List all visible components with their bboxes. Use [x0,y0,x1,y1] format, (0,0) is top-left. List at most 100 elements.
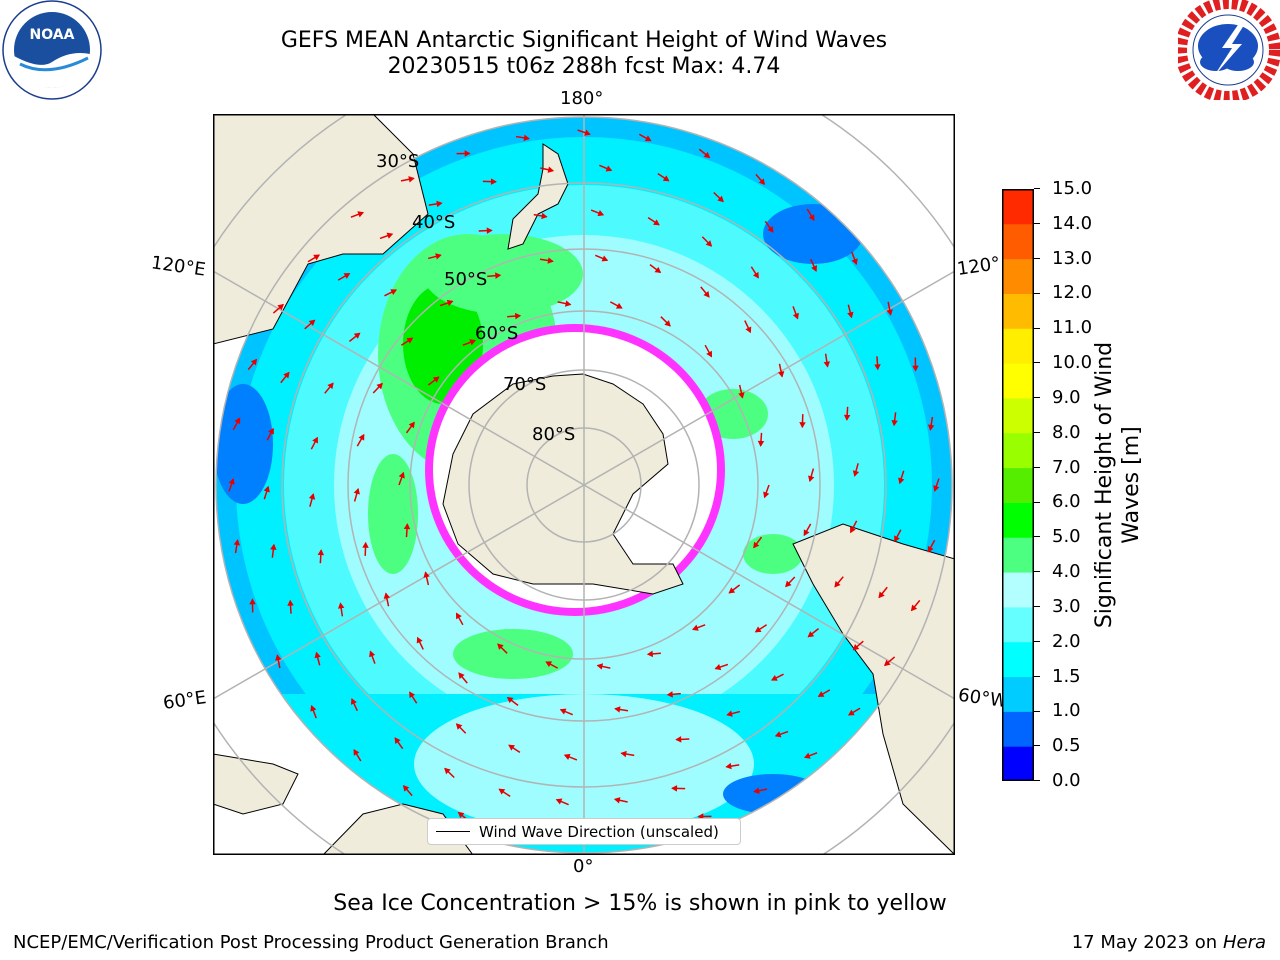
wind-arrow-head [785,580,792,588]
colorbar-tick-label: 8.0 [1052,421,1081,443]
colorbar-tick-mark [1034,327,1040,329]
wind-arrow-head [847,709,855,716]
colorbar-block [1002,328,1034,364]
wind-arrow-head [308,319,316,326]
colorbar-tick-label: 11.0 [1052,317,1093,339]
wind-arrow-head [752,271,759,279]
wind-arrow-head [353,748,360,756]
colorbar-tick-mark [1034,571,1040,573]
lat-label-40s: 40°S [412,212,456,233]
colorbar-block [1002,258,1034,294]
colorbar-block [1002,606,1034,643]
wind-arrow-head [811,265,818,272]
national-weather-service-logo-icon [1178,0,1280,100]
colorbar-block [1002,363,1034,399]
colorbar-block [1002,537,1034,573]
wind-arrow-head [350,698,357,705]
footer-branch: NCEP/EMC/Verification Post Processing Pr… [13,932,609,953]
colorbar-tick-label: 7.0 [1052,456,1081,478]
colorbar-tick-mark [1034,292,1040,294]
wind-arrow-head [406,337,414,344]
wind-arrow-head [613,797,621,804]
wind-arrow-head [671,785,678,792]
chart-title: GEFS MEAN Antarctic Significant Height o… [280,28,888,53]
noaa-logo-icon: NOAA [2,0,102,100]
wind-arrow-head [458,672,465,679]
wind-arrow-head [435,253,442,260]
lat-label-30s: 30°S [376,151,420,172]
wind-arrow-head [486,227,493,234]
wind-arrow-head [850,526,856,534]
wind-arrow-head [432,376,440,383]
wind-arrow-head [792,312,799,320]
wind-arrow-head [563,753,571,760]
graticule [213,114,955,855]
antarctica-land [442,373,684,595]
wind-arrow-head [357,211,365,218]
wind-arrow-head [614,706,621,713]
wind-arrow-head [847,311,854,319]
wind-arrow-head [547,166,555,173]
chart-subtitle: 20230515 t06z 288h fcst Max: 4.74 [387,54,781,79]
wind-arrow-head [725,762,732,770]
colorbar-tick-mark [1034,223,1040,225]
antarctic-wave-height-map [213,114,955,855]
colorbar-block [1002,711,1034,747]
wind-arrow-head [714,663,722,671]
lat-label-70s: 70°S [503,374,547,395]
lat-label-50s: 50°S [444,269,488,290]
wind-arrow-head [823,361,831,368]
wind-arrow-head [620,750,627,758]
wind-arrow-head [745,326,752,334]
wind-arrow-head [675,736,682,743]
wind-arrow-head [886,309,893,316]
colorbar-tick-label: 15.0 [1052,178,1093,199]
colorbar-tick-label: 4.0 [1052,561,1081,583]
wind-arrow-head [353,332,361,339]
colorbar-block [1002,432,1034,469]
wind-arrow-head [308,493,316,500]
colorbar-tick-mark [1034,606,1040,608]
wind-arrow-head [754,626,762,633]
colorbar-tick-label: 3.0 [1052,595,1081,617]
noaa-logo-text: NOAA [30,27,75,43]
wind-arrow-head [233,539,241,546]
colorbar-tick-label: 6.0 [1052,491,1081,513]
wind-arrow-head [547,257,554,264]
wind-wave-direction-arrows [228,129,940,841]
colorbar-tick-label: 0.5 [1052,735,1081,757]
wind-arrow-head [523,134,530,142]
colorbar [1002,189,1034,781]
colorbar-tick-mark [1034,466,1040,468]
wind-arrow-head [807,631,815,638]
colorbar-block [1002,572,1034,608]
wind-arrow-head [369,650,376,658]
colorbar-tick-label: 1.5 [1052,665,1081,687]
colorbar-tick-mark [1034,745,1040,747]
wind-arrow-head [386,232,394,239]
wind-arrow-head [408,421,415,429]
colorbar-block [1002,397,1034,434]
wind-arrow-head [596,663,604,670]
wind-arrow-head [416,636,423,644]
wind-arrow-head [343,273,351,279]
lat-label-80s: 80°S [532,424,576,445]
wind-arrow-head [817,691,825,697]
wind-arrow-head [228,478,235,485]
colorbar-tick-mark [1034,640,1040,642]
colorbar-tick-mark [1034,362,1040,364]
wind-arrow-head [703,291,710,298]
wind-arrow-head [436,200,443,208]
wind-arrow-head [446,299,454,307]
lon-label-120e: 120°E [149,252,207,281]
footer-host: Hera [1222,932,1266,953]
colorbar-tick-mark [1034,780,1040,782]
colorbar-tick-mark [1034,188,1040,190]
wind-arrow-head [317,549,325,556]
wind-arrow-head [376,382,383,390]
wind-arrow-head [408,176,415,183]
wind-arrow-head [851,258,858,266]
wind-arrow-head [506,696,514,704]
wind-arrow-head [402,785,410,792]
wind-arrow-head [390,289,398,296]
